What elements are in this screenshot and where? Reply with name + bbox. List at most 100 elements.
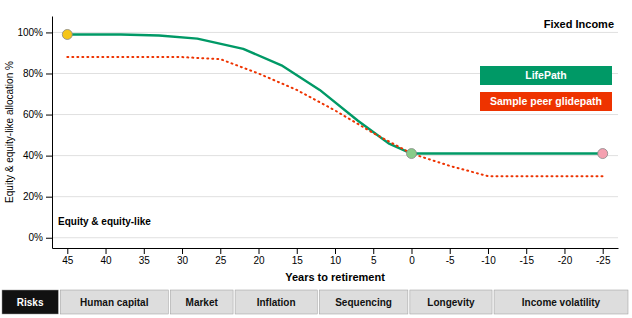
x-tick-label: 5 xyxy=(371,255,377,266)
footer-box xyxy=(494,290,628,314)
y-tick-label: 60% xyxy=(23,109,43,120)
footer-label: Income volatility xyxy=(522,297,601,308)
x-tick-label: -15 xyxy=(519,255,534,266)
footer-label: Human capital xyxy=(80,297,149,308)
y-tick: 0% xyxy=(29,232,52,243)
y-tick-mark xyxy=(46,197,52,198)
legend-item: LifePath xyxy=(480,66,612,85)
x-tick-mark xyxy=(259,248,260,254)
footer-label: Market xyxy=(186,297,219,308)
footer-label: Sequencing xyxy=(335,297,392,308)
grid-line xyxy=(52,237,618,238)
grid-line xyxy=(52,32,618,33)
x-tick: 40 xyxy=(100,248,112,266)
x-tick-label: 20 xyxy=(253,255,265,266)
y-axis-line xyxy=(52,17,53,249)
footer-label: Longevity xyxy=(427,297,475,308)
footer-box xyxy=(319,290,408,314)
legend-item: Sample peer glidepath xyxy=(480,92,612,111)
y-axis-title: Equity & equity-like allocation % xyxy=(4,61,15,203)
x-tick: 0 xyxy=(409,248,415,266)
grid-line xyxy=(52,114,618,115)
marker xyxy=(62,29,72,39)
x-tick-mark xyxy=(373,248,374,254)
x-tick: 20 xyxy=(253,248,265,266)
x-tick-label: -10 xyxy=(481,255,496,266)
plot-area xyxy=(62,29,607,176)
legend-swatch xyxy=(480,66,612,85)
x-tick: -25 xyxy=(596,248,611,266)
x-tick-label: -5 xyxy=(446,255,455,266)
y-tick-label: 80% xyxy=(23,68,43,79)
x-tick-mark xyxy=(335,248,336,254)
x-tick-label: 40 xyxy=(100,255,112,266)
x-tick: -15 xyxy=(519,248,534,266)
x-axis-title: Years to retirement xyxy=(285,271,385,283)
y-tick-label: 0% xyxy=(29,232,44,243)
footer-box xyxy=(235,290,317,314)
legend-label: LifePath xyxy=(525,69,566,81)
x-tick-label: 15 xyxy=(292,255,304,266)
x-tick-mark xyxy=(182,248,183,254)
x-tick: 15 xyxy=(292,248,304,266)
x-tick-mark xyxy=(564,248,565,254)
x-tick-mark xyxy=(488,248,489,254)
x-tick-mark xyxy=(297,248,298,254)
x-axis: 45 40 35 30 25 20 15 10 5 0 -5 -10 -15 -20 -25 xyxy=(53,248,619,266)
y-tick-label: 20% xyxy=(23,191,43,202)
x-tick-label: 30 xyxy=(177,255,189,266)
footer-label: Risks xyxy=(17,297,44,308)
x-tick-label: 10 xyxy=(330,255,342,266)
x-tick: -10 xyxy=(481,248,496,266)
y-tick: 40% xyxy=(23,150,52,161)
x-tick: -5 xyxy=(446,248,455,266)
y-tick-mark xyxy=(46,73,52,74)
x-tick: -20 xyxy=(558,248,573,266)
x-tick: 5 xyxy=(371,248,377,266)
annotation: Fixed Income xyxy=(544,18,614,30)
x-tick-label: -25 xyxy=(596,255,611,266)
x-tick: 45 xyxy=(62,248,74,266)
y-tick-mark xyxy=(46,115,52,116)
x-tick-label: -20 xyxy=(558,255,573,266)
x-tick-mark xyxy=(106,248,107,254)
x-tick: 10 xyxy=(330,248,342,266)
y-tick-mark xyxy=(46,32,52,33)
footer-box xyxy=(2,290,58,314)
grid-line xyxy=(52,155,618,156)
chart: 0% 20% 40% 60% 80% 100% 45 40 35 30 25 20 15 10 5 0 -5 -1… xyxy=(0,0,632,318)
x-tick-label: 0 xyxy=(409,255,415,266)
x-tick-mark xyxy=(526,248,527,254)
footer-box xyxy=(410,290,492,314)
footer-label: Inflation xyxy=(257,297,296,308)
y-tick-mark xyxy=(46,238,52,239)
y-tick-label: 40% xyxy=(23,150,43,161)
x-tick-mark xyxy=(144,248,145,254)
marker xyxy=(406,149,416,159)
x-tick-mark xyxy=(67,248,68,254)
legend-swatch xyxy=(480,92,612,111)
footer-box xyxy=(170,290,233,314)
x-tick-mark xyxy=(411,248,412,254)
y-tick: 20% xyxy=(23,191,52,202)
marker xyxy=(598,149,608,159)
legend: LifePath Sample peer glidepath xyxy=(480,66,612,111)
legend-label: Sample peer glidepath xyxy=(490,95,602,107)
x-tick: 30 xyxy=(177,248,189,266)
annotation: Equity & equity-like xyxy=(58,216,151,227)
x-tick-mark xyxy=(450,248,451,254)
y-tick: 100% xyxy=(17,27,52,38)
grid xyxy=(52,32,618,237)
x-tick: 25 xyxy=(215,248,227,266)
grid-line xyxy=(52,196,618,197)
footer-box xyxy=(60,290,168,314)
y-tick: 80% xyxy=(23,68,52,79)
y-tick-mark xyxy=(46,156,52,157)
x-tick-label: 35 xyxy=(139,255,151,266)
x-tick-label: 25 xyxy=(215,255,227,266)
footer: Risks Human capital Market Inflation Sequenc… xyxy=(2,290,628,314)
y-axis: 0% 20% 40% 60% 80% 100% xyxy=(17,17,52,249)
y-tick-label: 100% xyxy=(17,27,43,38)
x-tick-mark xyxy=(220,248,221,254)
x-tick: 35 xyxy=(139,248,151,266)
